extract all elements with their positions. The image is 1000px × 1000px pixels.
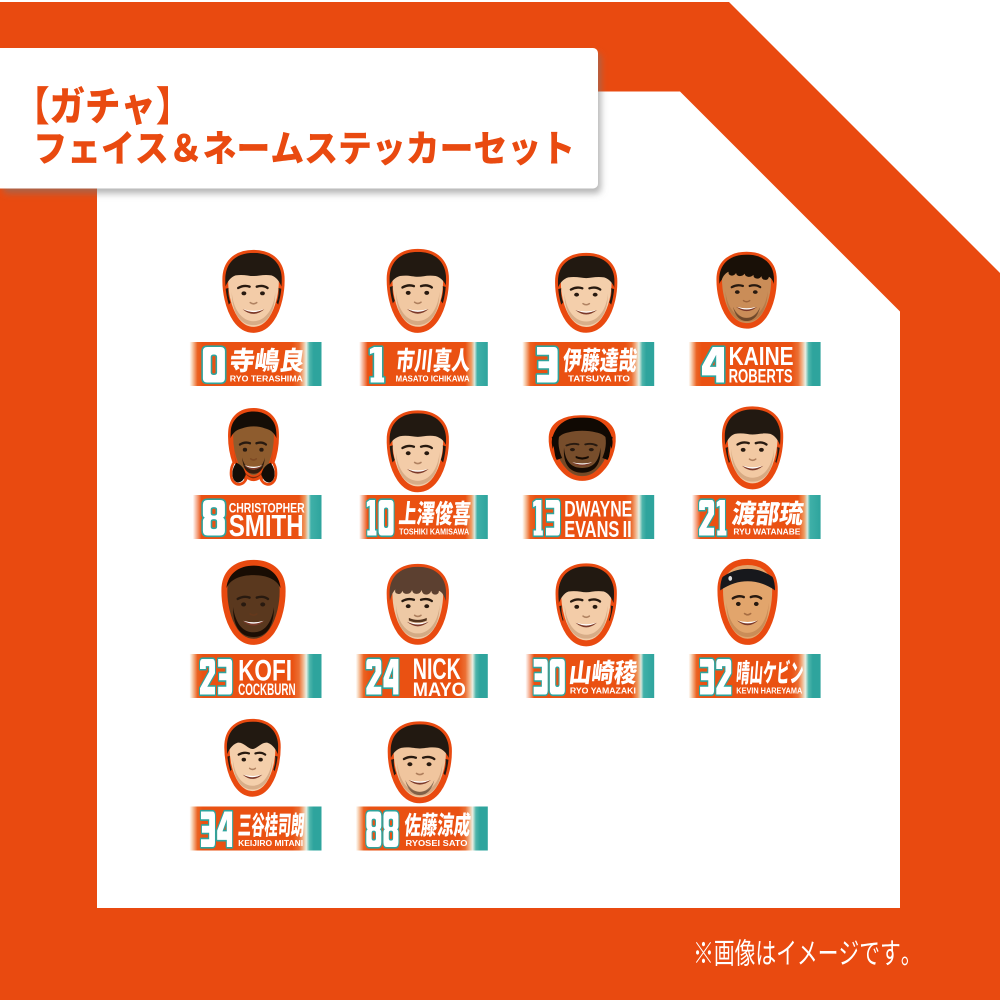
svg-text:KEVIN HAREYAMA: KEVIN HAREYAMA [736,685,802,695]
svg-text:SMITH: SMITH [229,508,304,543]
svg-text:NICK: NICK [413,653,461,686]
svg-text:TOSHIKI KAMISAWA: TOSHIKI KAMISAWA [399,526,469,536]
svg-text:TATSUYA ITO: TATSUYA ITO [568,373,630,383]
svg-text:MAYO: MAYO [413,679,466,701]
svg-text:RYO TERASHIMA: RYO TERASHIMA [230,373,303,383]
svg-text:CHRISTOPHER: CHRISTOPHER [229,499,305,515]
svg-text:DWAYNE: DWAYNE [564,497,632,522]
svg-text:MASATO ICHIKAWA: MASATO ICHIKAWA [396,373,470,383]
svg-text:KOFI: KOFI [238,655,292,688]
svg-text:RYOSEI SATO: RYOSEI SATO [406,838,468,848]
svg-text:RYO YAMAZAKI: RYO YAMAZAKI [570,685,636,695]
svg-text:KAINE: KAINE [729,343,794,371]
svg-text:EVANS II: EVANS II [564,516,632,542]
svg-text:COCKBURN: COCKBURN [238,680,296,699]
svg-text:ROBERTS: ROBERTS [729,367,793,388]
svg-text:KEIJIRO MITANI: KEIJIRO MITANI [238,838,303,848]
svg-text:RYU WATANABE: RYU WATANABE [733,526,800,536]
